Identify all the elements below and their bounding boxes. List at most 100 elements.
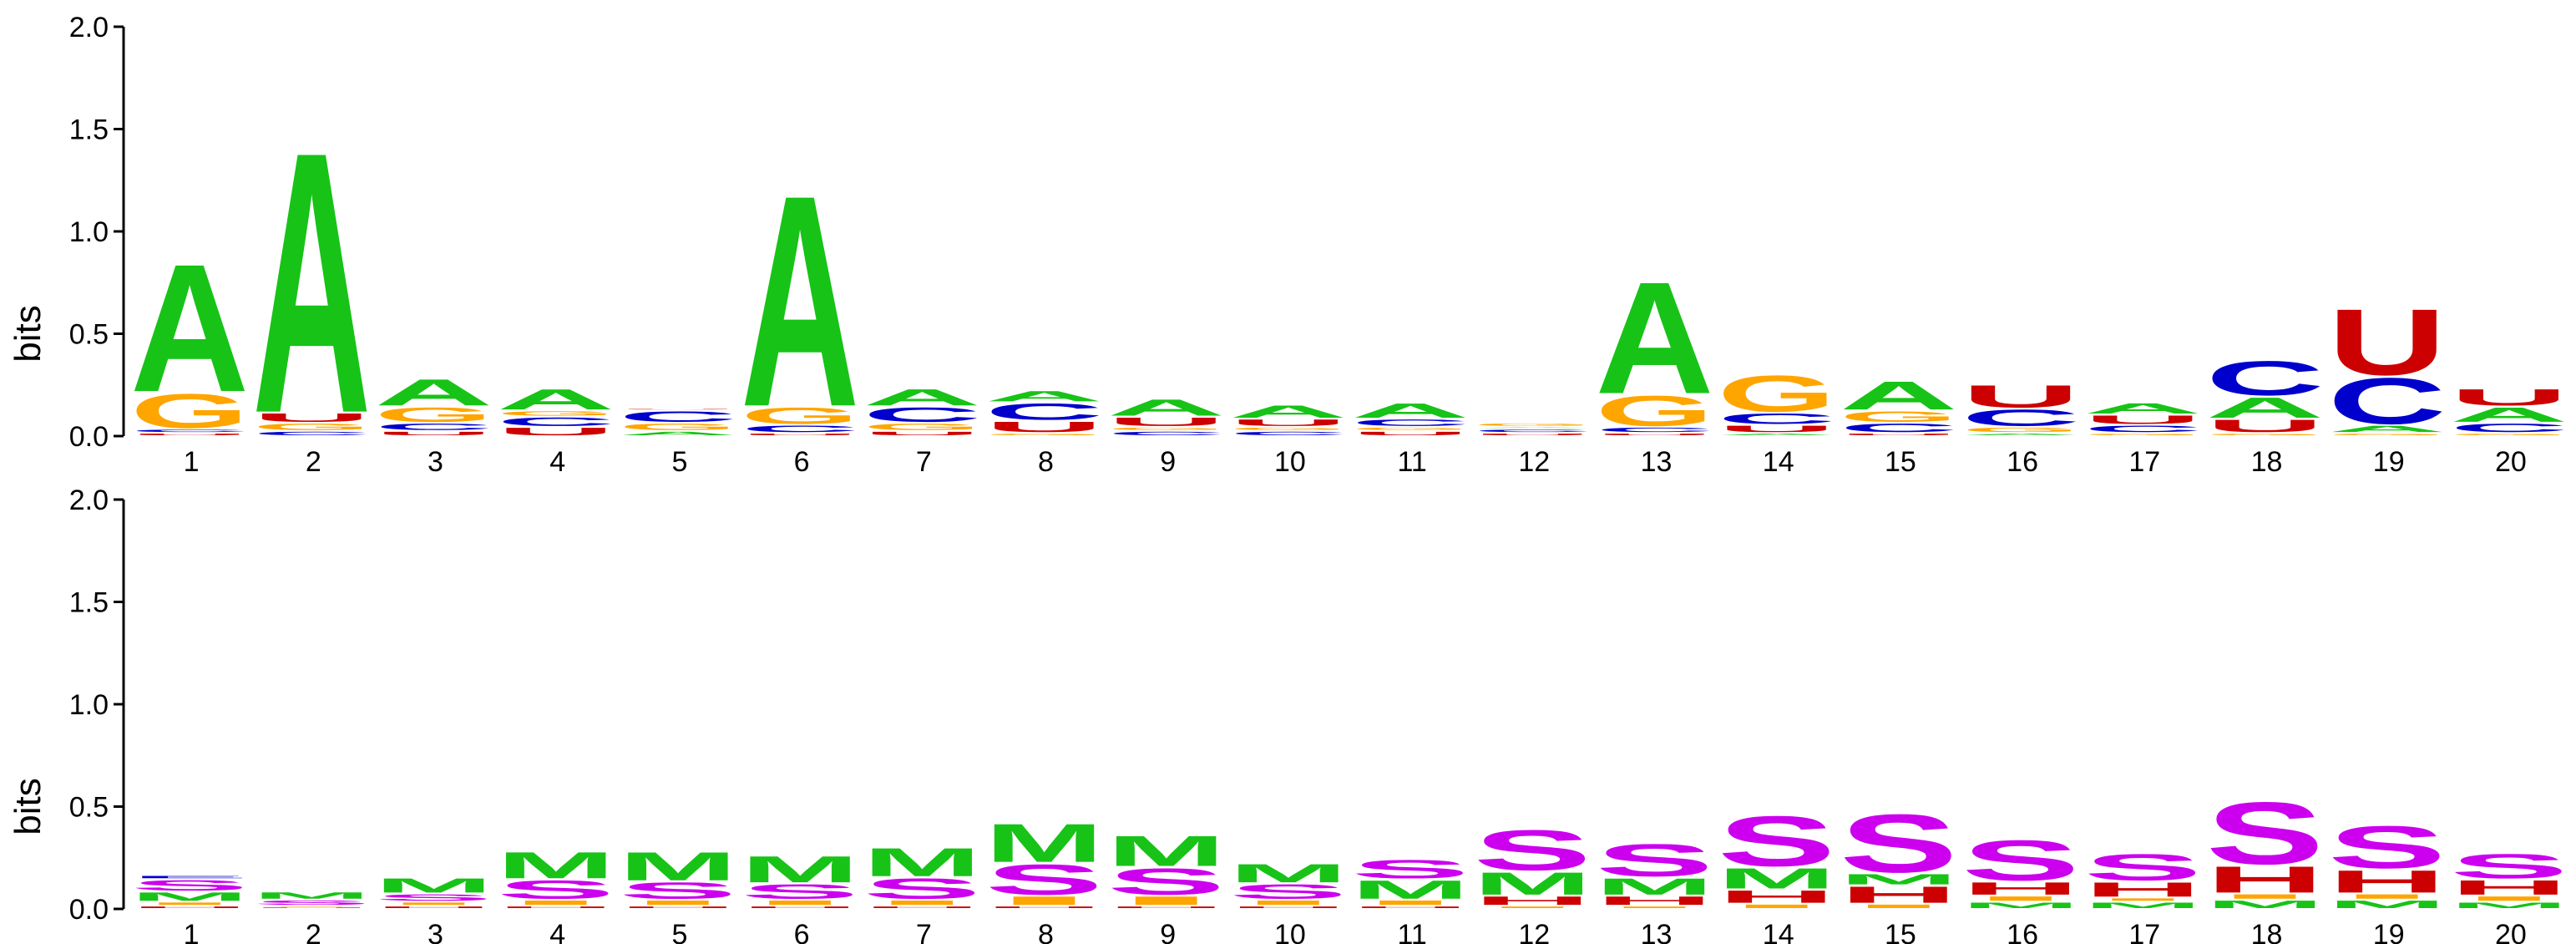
logo-letter-h: H <box>984 906 1103 909</box>
x-tick-label: 10 <box>1274 446 1306 478</box>
logo-letter-c: C <box>1595 426 1713 433</box>
logo-letter-a: A <box>863 384 981 410</box>
y-axis-title: bits <box>8 778 48 835</box>
logo-letter-i: I <box>130 901 249 905</box>
y-tick-label: 1.0 <box>69 689 109 721</box>
logo-letter-i: I <box>1840 904 1958 910</box>
logo-letter-a: A <box>1473 427 1592 428</box>
x-tick-label: 1 <box>184 919 200 944</box>
x-tick-label: 20 <box>2495 446 2527 478</box>
logo-letter-s: S <box>1107 860 1226 902</box>
x-tick-label: 10 <box>1274 919 1306 944</box>
logo-letter-h: H <box>863 906 981 909</box>
logo-letter-h: H <box>1718 887 1836 907</box>
logo-letter-m: M <box>374 874 493 896</box>
logo-letter-a: A <box>1595 249 1713 428</box>
logo-letter-h: H <box>130 906 249 909</box>
logo-letter-g: G <box>1107 427 1226 430</box>
logo-letter-h: H <box>1229 906 1348 909</box>
logo-letter-m: M <box>2083 901 2202 910</box>
logo-letter-a: A <box>252 75 371 491</box>
logo-letter-m: M <box>130 890 249 903</box>
logo-letter-i: I <box>497 899 615 906</box>
logo-letter-i: I <box>1718 904 1836 910</box>
logo-letter-h: H <box>2450 876 2568 899</box>
logo-letter-s: S <box>2083 846 2202 888</box>
logo-letter-s: S <box>741 881 859 903</box>
logo-letter-g: G <box>1595 387 1713 435</box>
y-tick-label: 0.0 <box>69 894 109 926</box>
logo-letter-g: G <box>863 422 981 432</box>
logo-letter-m: M <box>984 813 1103 874</box>
logo-letter-a: A <box>741 133 859 470</box>
logo-letter-m: M <box>2205 898 2324 910</box>
logo-letter-g: G <box>497 410 615 417</box>
y-tick-label: 0.5 <box>69 319 109 351</box>
x-tick-label: 1 <box>184 446 200 478</box>
logo-letter-g: G <box>2083 434 2202 436</box>
logo-letter-h: H <box>374 906 493 909</box>
logo-letter-u: U <box>2205 416 2324 436</box>
logo-letter-a: A <box>497 383 615 416</box>
logo-letter-g: G <box>1961 426 2080 433</box>
logo-letter-a: A <box>1351 399 1470 422</box>
logo-letter-c: C <box>252 431 371 437</box>
logo-letter-a: A <box>2083 400 2202 417</box>
logo-letter-g: G <box>2205 434 2324 436</box>
logo-letter-u: U <box>497 425 615 437</box>
y-tick-label: 1.5 <box>69 114 109 146</box>
logo-letter-i: I <box>1229 899 1348 906</box>
y-tick-label: 2.0 <box>69 12 109 43</box>
x-tick-label: 4 <box>549 919 565 944</box>
x-tick-label: 8 <box>1038 446 1054 478</box>
x-tick-label: 2 <box>306 919 321 944</box>
logo-letter-m: M <box>497 845 615 886</box>
logo-letter-i: I <box>741 899 859 906</box>
logo-letter-s: S <box>619 878 737 904</box>
logo-letter-g: G <box>741 403 859 429</box>
logo-letter-c: C <box>984 398 1103 424</box>
y-axis-title: bits <box>8 305 48 362</box>
logo-letter-i: I <box>252 906 371 907</box>
logo-letter-u: U <box>1107 415 1226 429</box>
x-tick-label: 4 <box>549 446 565 478</box>
logo-letter-c: C <box>619 409 737 425</box>
logo-letter-c: C <box>863 403 981 426</box>
x-tick-label: 17 <box>2128 919 2160 944</box>
logo-letter-g: G <box>130 383 249 438</box>
logo-letter-e: E <box>130 875 249 879</box>
logo-letter-g: G <box>2328 434 2447 436</box>
x-tick-label: 14 <box>1763 919 1794 944</box>
x-tick-label: 13 <box>1641 919 1673 944</box>
logo-letter-m: M <box>1961 901 2080 910</box>
logo-letter-g: G <box>1718 364 1836 422</box>
x-tick-label: 15 <box>1885 446 1916 478</box>
logo-letter-u: U <box>252 411 371 424</box>
logo-letter-c: C <box>2450 421 2568 434</box>
logo-letter-a: A <box>1718 434 1836 436</box>
logo-letter-s: S <box>2328 814 2447 881</box>
logo-letter-c: C <box>1107 431 1226 437</box>
logo-letter-c: C <box>2083 424 2202 434</box>
logo-letter-i: I <box>1961 895 2080 901</box>
logo-letter-i: I <box>984 894 1103 907</box>
logo-letter-h: H <box>497 906 615 909</box>
logo-letter-s: S <box>374 892 493 902</box>
logo-letter-a: A <box>2328 424 2447 434</box>
logo-letter-m: M <box>1718 863 1836 896</box>
logo-letter-h: H <box>2205 859 2324 901</box>
logo-letter-g: G <box>2450 434 2568 436</box>
logo-letter-i: I <box>619 899 737 906</box>
logo-letter-s: S <box>252 899 371 906</box>
x-tick-label: 3 <box>428 446 443 478</box>
logo-letter-i: I <box>2205 893 2324 900</box>
x-tick-label: 9 <box>1160 919 1176 944</box>
x-tick-label: 14 <box>1763 446 1794 478</box>
logo-letter-a: A <box>984 388 1103 404</box>
x-tick-label: 19 <box>2373 919 2405 944</box>
logo-letter-g: G <box>252 422 371 432</box>
x-tick-label: 16 <box>2007 446 2038 478</box>
logo-letter-u: U <box>1840 434 1958 436</box>
logo-letter-s: S <box>1595 835 1713 886</box>
